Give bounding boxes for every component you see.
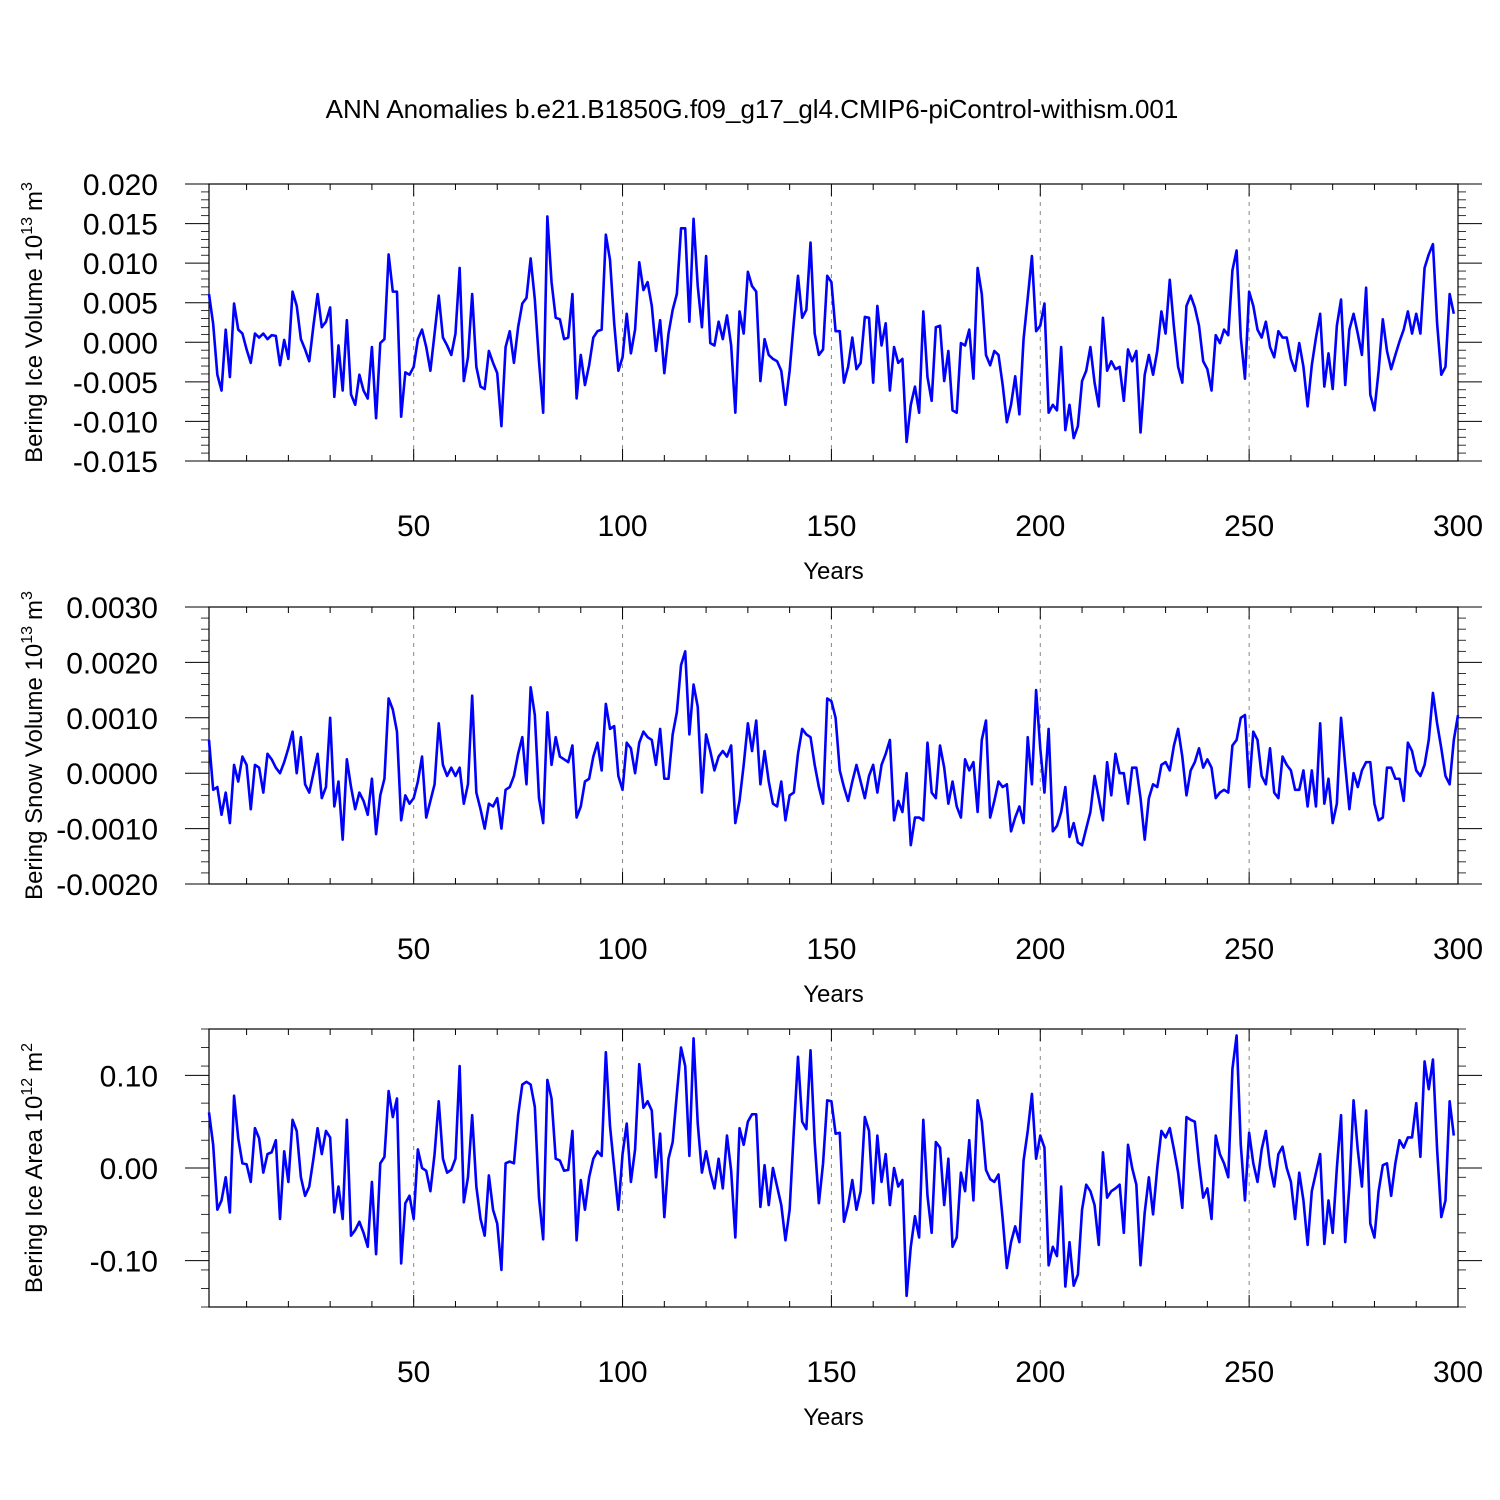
x-tick-label: 200 [1015, 933, 1065, 966]
y-tick-label: 0.0010 [66, 703, 158, 736]
x-tick-label: 50 [397, 1356, 430, 1389]
x-tick-label: 200 [1015, 510, 1065, 543]
y-tick-label: -0.10 [90, 1246, 158, 1279]
y-tick-label: 0.0020 [66, 647, 158, 680]
y-tick-label: -0.015 [73, 446, 158, 479]
panel-snow-volume: Bering Snow Volume 1013m3 Years 50 100 150… [19, 591, 1483, 1008]
y-axis-label: Bering Snow Volume 1013m3 [19, 591, 48, 900]
x-axis-label: Years [803, 558, 864, 585]
y-tick-label: 0.010 [83, 248, 158, 281]
series-line [207, 215, 1456, 444]
y-tick-label: -0.010 [73, 406, 158, 439]
y-tick-label: -0.005 [73, 367, 158, 400]
y-tick-label: 0.000 [83, 327, 158, 360]
x-tick-label: 300 [1433, 933, 1483, 966]
x-tick-label: 250 [1224, 510, 1274, 543]
y-tick-label: 0.020 [83, 169, 158, 202]
x-axis-label: Years [803, 1404, 864, 1431]
y-tick-label: 0.0000 [66, 758, 158, 791]
x-tick-label: 100 [598, 1356, 648, 1389]
series-line [207, 650, 1460, 847]
series-line [207, 1034, 1456, 1298]
x-tick-label: 50 [397, 933, 430, 966]
x-tick-label: 250 [1224, 933, 1274, 966]
y-tick-label: 0.00 [100, 1153, 158, 1186]
chart-title: ANN Anomalies b.e21.B1850G.f09_g17_gl4.C… [326, 94, 1179, 124]
plot-frame [208, 183, 1459, 462]
x-tick-label: 300 [1433, 510, 1483, 543]
panel-ice-area: Bering Ice Area 1012m2 Years 50 100 150 200… [19, 1028, 1483, 1431]
x-axis-label: Years [803, 981, 864, 1008]
panel-ice-volume: Bering Ice Volume 1013m3 Years 50 100 150 2… [19, 169, 1483, 585]
x-tick-label: 100 [598, 933, 648, 966]
y-tick-label: 0.015 [83, 209, 158, 242]
x-tick-label: 150 [806, 933, 856, 966]
y-tick-label: -0.0010 [56, 814, 158, 847]
x-tick-label: 50 [397, 510, 430, 543]
y-tick-label: 0.005 [83, 288, 158, 321]
x-tick-label: 250 [1224, 1356, 1274, 1389]
x-tick-label: 300 [1433, 1356, 1483, 1389]
y-axis-label: Bering Ice Volume 1013m3 [19, 182, 48, 463]
y-tick-label: -0.0020 [56, 869, 158, 902]
y-tick-label: 0.10 [100, 1060, 158, 1093]
x-tick-label: 150 [806, 510, 856, 543]
y-tick-label: 0.0030 [66, 592, 158, 625]
x-tick-label: 200 [1015, 1356, 1065, 1389]
x-tick-label: 100 [598, 510, 648, 543]
x-tick-label: 150 [806, 1356, 856, 1389]
y-axis-label: Bering Ice Area 1012m2 [19, 1043, 48, 1293]
